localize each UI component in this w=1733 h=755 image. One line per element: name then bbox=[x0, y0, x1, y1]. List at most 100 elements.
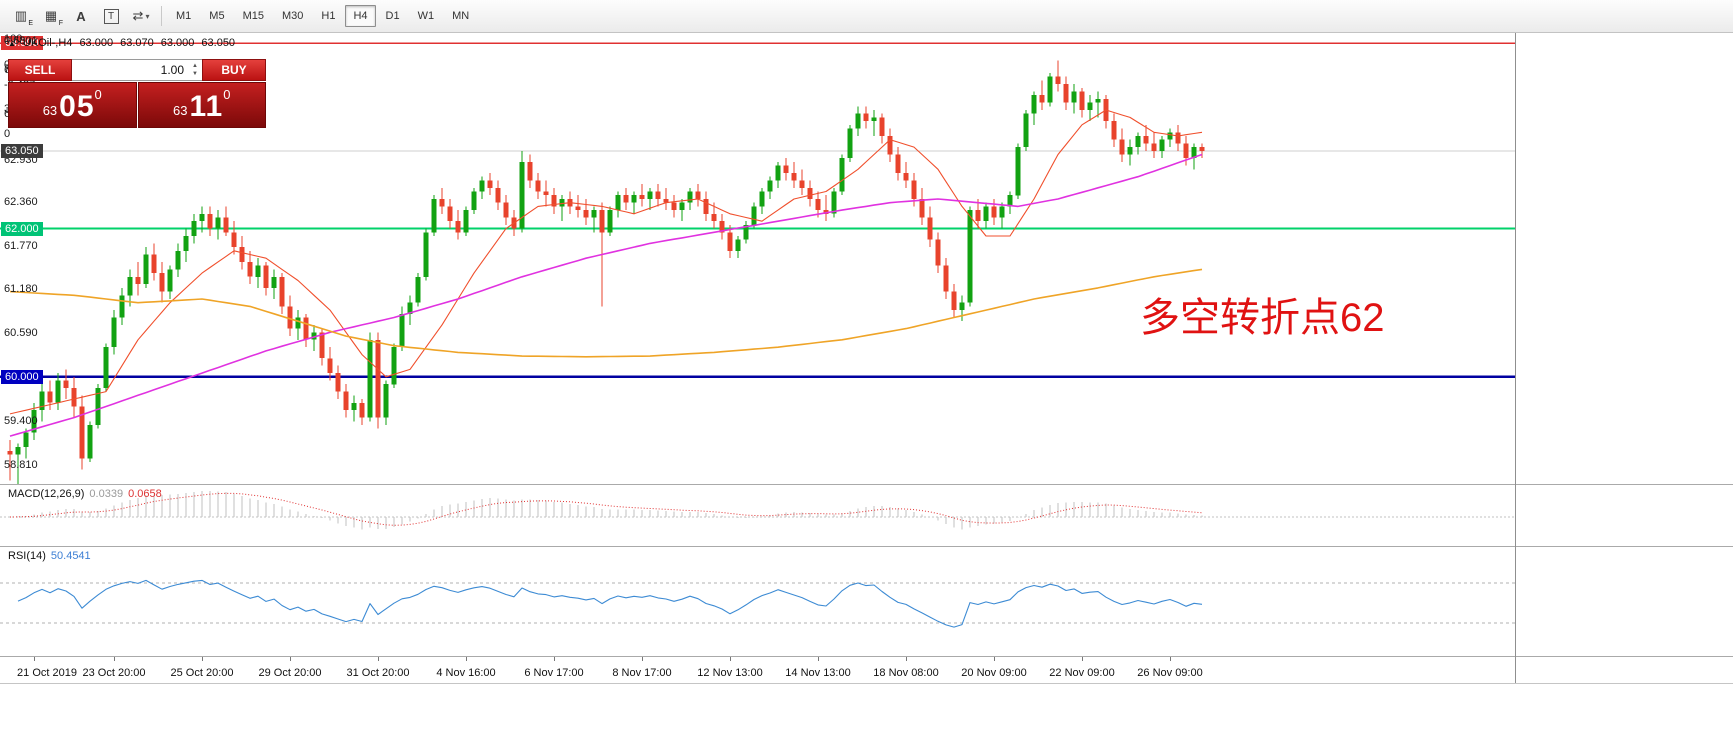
rsi-pane[interactable] bbox=[0, 547, 1515, 656]
timeframe-M15[interactable]: M15 bbox=[242, 10, 264, 22]
ohlc-close: 63.050 bbox=[201, 37, 236, 49]
ask-prefix: 63 bbox=[173, 103, 188, 118]
panel-separator[interactable] bbox=[0, 484, 1733, 485]
grid-icon: ▦ bbox=[44, 8, 58, 23]
bid-superscript: 0 bbox=[94, 87, 102, 102]
axis-separator bbox=[1515, 33, 1516, 683]
chart-annotation-text: 多空转折点62 bbox=[1140, 296, 1385, 340]
macd-pane[interactable] bbox=[0, 485, 1515, 546]
time-tick-mark bbox=[730, 657, 731, 661]
rsi-tick: 100 bbox=[4, 33, 23, 45]
price-axis[interactable]: 64.14063.55062.93062.36061.77061.18060.5… bbox=[0, 33, 1733, 484]
time-tick-mark bbox=[906, 657, 907, 661]
time-axis[interactable]: 21 Oct 2019 23 Oct 20:00 25 Oct 20:00 29 Oc… bbox=[0, 657, 1515, 683]
timeframe-W1[interactable]: W1 bbox=[417, 10, 435, 22]
price-tick: 58.810 bbox=[4, 459, 38, 471]
time-label: 22 Nov 09:00 bbox=[1049, 667, 1115, 679]
symbol-ohlc-bar: ▲ UKOil-,H4 63.000 63.070 63.000 63.050 bbox=[8, 37, 235, 50]
price-tick: 61.770 bbox=[4, 239, 38, 252]
one-click-trading-panel: SELL 1.00 ▲ ▼ BUY 63 05 0 63 bbox=[8, 59, 266, 128]
text-box-icon: T bbox=[103, 8, 119, 24]
timeframe-M30[interactable]: M30 bbox=[281, 10, 304, 22]
volume-value[interactable]: 1.00 bbox=[160, 63, 184, 77]
bid-big-digits: 05 bbox=[59, 90, 95, 123]
ask-superscript: 0 bbox=[223, 87, 231, 102]
price-chart-pane[interactable] bbox=[0, 33, 1515, 484]
time-tick-mark bbox=[466, 657, 467, 661]
time-tick-mark bbox=[642, 657, 643, 661]
timeframe-M1[interactable]: M1 bbox=[176, 10, 192, 22]
price-tick: 62.360 bbox=[4, 195, 38, 208]
time-label: 20 Nov 09:00 bbox=[961, 667, 1027, 679]
sell-button[interactable]: SELL bbox=[8, 59, 72, 81]
timeframe-MN[interactable]: MN bbox=[452, 10, 470, 22]
time-label: 6 Nov 17:00 bbox=[524, 667, 584, 679]
symbol-name: UKOil-,H4 bbox=[22, 37, 73, 49]
line-tools-icon: ⇄ bbox=[132, 8, 144, 23]
ask-big-digits: 11 bbox=[189, 90, 224, 123]
grid-icon-sub: F bbox=[58, 20, 63, 27]
time-label: 31 Oct 20:00 bbox=[346, 667, 410, 679]
price-badge-60.000: 60.000 bbox=[1, 369, 43, 384]
price-badge-62.000: 62.000 bbox=[1, 221, 43, 236]
time-tick-mark bbox=[818, 657, 819, 661]
time-tick-mark bbox=[378, 657, 379, 661]
time-label: 26 Nov 09:00 bbox=[1137, 667, 1203, 679]
timeframe-M5[interactable]: M5 bbox=[209, 10, 225, 22]
one-click-collapse-icon[interactable]: ▲ bbox=[8, 39, 16, 48]
ohlc-high: 63.070 bbox=[120, 37, 154, 49]
text-box-button[interactable]: T bbox=[97, 3, 125, 29]
time-label: 14 Nov 13:00 bbox=[785, 667, 851, 679]
volume-down-icon[interactable]: ▼ bbox=[192, 71, 198, 77]
time-label: 8 Nov 17:00 bbox=[612, 667, 672, 679]
dropdown-caret-icon[interactable]: ▾ bbox=[145, 11, 150, 21]
timeframe-H1[interactable]: H1 bbox=[321, 10, 336, 22]
macd-tick: 0.6801 bbox=[4, 35, 38, 47]
chart-type-icon: ▥ bbox=[14, 8, 28, 23]
timeframe-H4[interactable]: H4 bbox=[345, 5, 376, 27]
chart-window: ▲ UKOil-,H4 63.000 63.070 63.000 63.050 … bbox=[0, 33, 1733, 755]
toolbar: ▥ E ▦ F A T ⇄ ▾ M1 M5 M15 M30 H1 H4 D1 W1 MN bbox=[0, 0, 1733, 33]
panel-separator[interactable] bbox=[0, 546, 1733, 547]
price-tick: 61.180 bbox=[4, 283, 38, 296]
time-tick-mark bbox=[202, 657, 203, 661]
volume-up-icon[interactable]: ▲ bbox=[192, 63, 198, 69]
grid-button[interactable]: ▦ F bbox=[37, 3, 65, 29]
time-label: 23 Oct 20:00 bbox=[82, 667, 146, 679]
volume-spinner[interactable]: 1.00 ▲ ▼ bbox=[72, 59, 202, 81]
label-a-button[interactable]: A bbox=[67, 3, 95, 29]
time-tick-mark bbox=[1170, 657, 1171, 661]
rsi-label: RSI(14) 50.4541 bbox=[8, 550, 91, 562]
time-tick-mark bbox=[114, 657, 115, 661]
time-tick-mark bbox=[554, 657, 555, 661]
bid-prefix: 63 bbox=[42, 103, 58, 118]
time-label: 4 Nov 16:00 bbox=[436, 667, 496, 679]
price-tick: 60.590 bbox=[4, 327, 38, 340]
ohlc-low: 63.000 bbox=[160, 37, 195, 49]
time-tick-mark bbox=[1082, 657, 1083, 661]
chart-type-button[interactable]: ▥ E bbox=[7, 3, 35, 29]
time-label: 25 Oct 20:00 bbox=[170, 667, 234, 679]
chart-type-icon-sub: E bbox=[28, 20, 33, 27]
ask-price-display[interactable]: 63 11 0 bbox=[137, 82, 266, 128]
time-label: 18 Nov 08:00 bbox=[873, 667, 939, 679]
buy-button[interactable]: BUY bbox=[202, 59, 266, 81]
time-tick-mark bbox=[290, 657, 291, 661]
time-label: 29 Oct 20:00 bbox=[258, 667, 322, 679]
window-bottom-edge bbox=[0, 683, 1733, 684]
bid-price-display[interactable]: 63 05 0 bbox=[8, 82, 137, 128]
time-tick-mark bbox=[34, 657, 35, 661]
price-badge-64.500: 64.500 bbox=[1, 36, 43, 51]
timeframe-group: M1 M5 M15 M30 H1 H4 D1 W1 MN bbox=[167, 5, 478, 27]
price-badge-63.050: 63.050 bbox=[1, 143, 43, 158]
line-tools-button[interactable]: ⇄ ▾ bbox=[127, 3, 155, 29]
time-label: 21 Oct 2019 bbox=[17, 667, 77, 679]
price-tick: 59.400 bbox=[4, 415, 38, 428]
toolbar-icon-group: ▥ E ▦ F A T ⇄ ▾ bbox=[6, 3, 156, 29]
ohlc-open: 63.000 bbox=[79, 37, 114, 49]
timeframe-D1[interactable]: D1 bbox=[385, 10, 400, 22]
macd-label: MACD(12,26,9) 0.0339 0.0658 bbox=[8, 488, 162, 500]
label-a-icon: A bbox=[76, 8, 86, 24]
panel-separator bbox=[0, 656, 1733, 657]
